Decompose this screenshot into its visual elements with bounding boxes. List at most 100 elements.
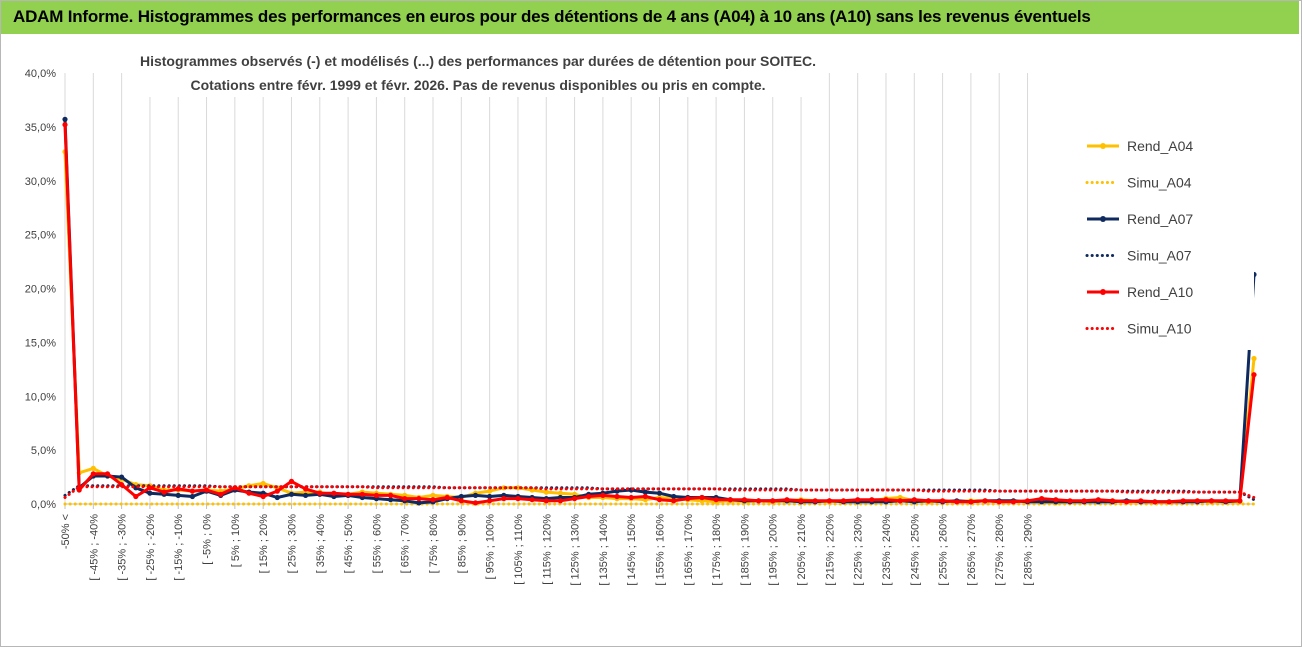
data-point-rend-a10: [557, 498, 564, 504]
data-point-rend-a07: [458, 493, 464, 500]
series-lines: [62, 116, 1257, 506]
legend-marker-rend-a04: [1100, 143, 1106, 149]
data-point-rend-a10: [869, 497, 875, 503]
series-simu-a10: [63, 485, 1256, 499]
data-point-rend-a10: [1194, 498, 1200, 504]
data-point-rend-a10: [246, 490, 252, 496]
data-point-rend-a04: [1251, 355, 1257, 362]
data-point-rend-a07: [303, 492, 309, 498]
x-tick-label: [ 145% ; 150%: [626, 514, 638, 586]
data-point-rend-a07: [189, 493, 195, 500]
data-point-rend-a10: [1067, 498, 1073, 504]
data-point-rend-a04: [90, 465, 96, 471]
data-point-rend-a10: [515, 496, 521, 502]
data-point-rend-a10: [430, 497, 436, 503]
data-point-rend-a10: [133, 493, 139, 500]
legend-label-rend-a07: Rend_A07: [1127, 211, 1193, 227]
data-point-rend-a07: [288, 491, 295, 497]
x-tick-label: [ 45% ; 50%: [343, 514, 355, 574]
data-point-rend-a07: [274, 494, 280, 501]
x-tick-label: [ 15% ; 20%: [258, 514, 270, 574]
x-tick-label: [ 245% ; 250%: [909, 514, 921, 586]
data-point-rend-a07: [416, 500, 422, 506]
data-point-rend-a10: [1166, 499, 1172, 505]
legend-marker-rend-a07: [1100, 216, 1106, 222]
data-point-rend-a10: [458, 498, 464, 504]
legend-label-simu-a07: Simu_A07: [1127, 248, 1192, 264]
data-point-rend-a10: [741, 497, 748, 503]
data-point-rend-a10: [1124, 499, 1130, 505]
data-point-rend-a10: [1152, 499, 1158, 505]
data-point-rend-a10: [345, 491, 351, 497]
x-tick-label: [ 35% ; 40%: [315, 514, 327, 574]
data-point-rend-a07: [388, 497, 394, 503]
data-point-rend-a10: [444, 494, 450, 501]
data-point-rend-a10: [940, 498, 946, 504]
data-point-rend-a10: [402, 496, 408, 502]
x-tick-label: [ 55% ; 60%: [371, 514, 383, 574]
x-tick-label: [ 75% ; 80%: [428, 514, 440, 574]
data-point-rend-a10: [826, 498, 833, 504]
legend-background: [1064, 128, 1254, 350]
data-point-rend-a10: [954, 499, 960, 505]
data-point-rend-a10: [1251, 372, 1257, 378]
data-point-rend-a04: [557, 490, 564, 496]
data-point-rend-a10: [388, 492, 394, 498]
data-point-rend-a10: [416, 496, 422, 502]
y-tick-label: 20,0%: [25, 284, 56, 296]
data-point-rend-a10: [897, 498, 903, 504]
x-tick-label: [ 65% ; 70%: [400, 514, 412, 574]
data-point-rend-a10: [727, 497, 733, 503]
data-point-rend-a10: [756, 498, 762, 504]
y-tick-label: 5,0%: [31, 445, 56, 457]
legend-label-rend-a10: Rend_A10: [1127, 284, 1193, 300]
x-tick-label: [ 195% ; 200%: [768, 514, 780, 586]
data-point-rend-a10: [968, 499, 974, 505]
legend-label-rend-a04: Rend_A04: [1127, 138, 1193, 154]
data-point-rend-a07: [656, 490, 663, 496]
x-tick-label: [ 115% ; 120%: [541, 514, 553, 585]
data-point-rend-a10: [1208, 498, 1215, 504]
data-point-rend-a10: [274, 488, 280, 494]
chart-title-background: [128, 45, 828, 97]
x-tick-label: [ 95% ; 100%: [485, 514, 497, 580]
data-point-rend-a10: [501, 496, 507, 502]
data-point-rend-a07: [119, 474, 125, 480]
data-point-rend-a10: [373, 492, 379, 498]
data-point-rend-a10: [713, 497, 719, 503]
data-point-rend-a04: [543, 489, 549, 495]
x-tick-label: [ 265% ; 270%: [966, 514, 978, 586]
y-tick-label: 40,0%: [25, 68, 56, 80]
data-point-rend-a10: [883, 497, 889, 503]
data-point-rend-a10: [1138, 498, 1144, 504]
y-tick-label: 0,0%: [31, 499, 56, 511]
data-point-rend-a10: [784, 497, 790, 503]
data-point-rend-a10: [1095, 497, 1101, 503]
data-point-rend-a10: [1223, 498, 1229, 504]
x-tick-label: [ 215% ; 220%: [824, 514, 836, 586]
data-point-rend-a04: [515, 485, 521, 491]
x-tick-label: [ -45% ; -40%: [88, 514, 100, 581]
x-tick-label: [ 135% ; 140%: [598, 514, 610, 586]
data-point-rend-a10: [996, 499, 1002, 505]
data-point-rend-a04: [260, 480, 266, 487]
data-point-rend-a07: [487, 493, 493, 500]
x-tick-label: [ -35% ; -30%: [117, 514, 129, 581]
data-point-rend-a10: [1053, 497, 1059, 503]
data-point-rend-a10: [1180, 498, 1186, 504]
x-tick-label: [ 235% ; 240%: [881, 514, 893, 586]
data-point-rend-a10: [1039, 496, 1045, 502]
legend: Rend_A04 Simu_A04 Rend_A07 Simu_A07 Rend_A10…: [1064, 128, 1254, 350]
x-tick-label: [ 125% ; 130%: [570, 514, 582, 586]
chart-title-line-1: Histogrammes observés (-) et modélisés (…: [140, 53, 816, 69]
legend-marker-rend-a10: [1100, 289, 1106, 295]
data-point-rend-a10: [1024, 498, 1031, 504]
y-tick-label: 25,0%: [25, 230, 56, 242]
data-point-rend-a10: [161, 489, 167, 495]
vertical-gridlines: [64, 73, 1029, 504]
data-point-rend-a10: [1010, 499, 1017, 505]
data-point-rend-a07: [147, 490, 153, 496]
data-point-rend-a10: [798, 498, 804, 504]
x-tick-label: [ 105% ; 110%: [513, 514, 525, 585]
data-point-rend-a10: [472, 500, 479, 506]
